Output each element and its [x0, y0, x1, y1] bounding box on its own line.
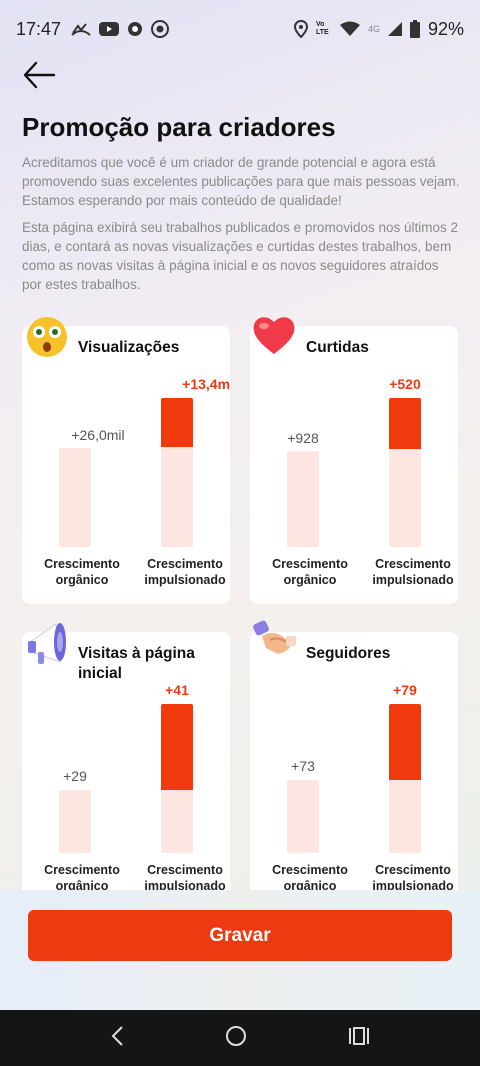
boosted-label: Crescimento impulsionado	[144, 863, 226, 893]
location-icon	[293, 20, 308, 38]
organic-value: +29	[63, 768, 87, 784]
card-followers: Seguidores +73 +79 Crescimento orgânico …	[250, 632, 458, 910]
back-button[interactable]	[22, 60, 56, 90]
nav-home-icon[interactable]	[225, 1025, 247, 1052]
card-likes: Curtidas +928 +520 Crescimento orgânico …	[250, 326, 458, 604]
organic-value: +928	[287, 430, 319, 446]
page-title: Promoção para criadores	[22, 112, 336, 142]
chrome-icon-2	[151, 20, 170, 38]
organic-value: +26,0mil	[71, 427, 125, 443]
organic-bar	[287, 451, 319, 547]
boosted-bar-fill	[389, 704, 421, 780]
card-title: Visualizações	[78, 339, 180, 356]
chrome-icon	[127, 21, 143, 37]
boosted-value: +13,4mil	[182, 376, 230, 392]
boosted-label: Crescimento impulsionado	[372, 863, 454, 893]
boosted-label: Crescimento impulsionado	[372, 557, 454, 587]
surprised-face-icon	[24, 314, 70, 360]
nav-recents-icon[interactable]	[348, 1026, 370, 1051]
handshake-icon	[252, 618, 300, 664]
megaphone-icon	[24, 614, 72, 670]
nav-back-icon[interactable]	[110, 1025, 124, 1052]
boosted-bar-fill	[161, 704, 193, 790]
card-title: Visitas à página inicial	[78, 645, 195, 682]
system-nav-bar	[0, 1010, 480, 1066]
boosted-label: Crescimento impulsionado	[144, 557, 226, 587]
organic-bar	[59, 790, 91, 853]
boosted-bar-fill	[161, 398, 193, 447]
volte-icon: Vo LTE	[315, 21, 329, 36]
organic-label: Crescimento orgânico	[44, 863, 120, 893]
record-button[interactable]: Gravar	[28, 910, 452, 961]
card-profile-visits: Visitas à página inicial +29 +41 Crescim…	[22, 632, 230, 910]
missed-call-icon	[71, 21, 91, 37]
organic-value: +73	[291, 758, 315, 774]
organic-label: Crescimento orgânico	[44, 557, 120, 587]
youtube-icon	[99, 22, 120, 36]
organic-bar	[59, 448, 91, 547]
arrow-left-icon	[23, 61, 56, 89]
intro-paragraph-1: Acreditamos que você é um criador de gra…	[22, 155, 460, 208]
network-type: 4G	[367, 24, 380, 34]
boosted-value: +79	[393, 682, 417, 698]
wifi-icon	[339, 21, 360, 37]
battery-icon	[409, 20, 420, 38]
status-bar: 17:47 Vo LTE 4G 92%	[0, 0, 480, 58]
organic-label: Crescimento orgânico	[272, 557, 348, 587]
heart-icon	[250, 312, 298, 358]
card-title: Curtidas	[306, 339, 369, 356]
card-views: Visualizações +26,0mil +13,4mil Crescime…	[22, 326, 230, 604]
organic-label: Crescimento orgânico	[272, 863, 348, 893]
signal-icon	[387, 22, 402, 36]
status-time: 17:47	[16, 18, 62, 39]
organic-bar	[287, 780, 319, 853]
boosted-bar-fill	[389, 398, 421, 449]
intro-paragraph-2: Esta página exibirá seu trabalhos public…	[22, 220, 459, 292]
card-title: Seguidores	[306, 645, 391, 662]
boosted-value: +41	[165, 682, 189, 698]
battery-level: 92%	[427, 18, 464, 39]
boosted-value: +520	[389, 376, 421, 392]
